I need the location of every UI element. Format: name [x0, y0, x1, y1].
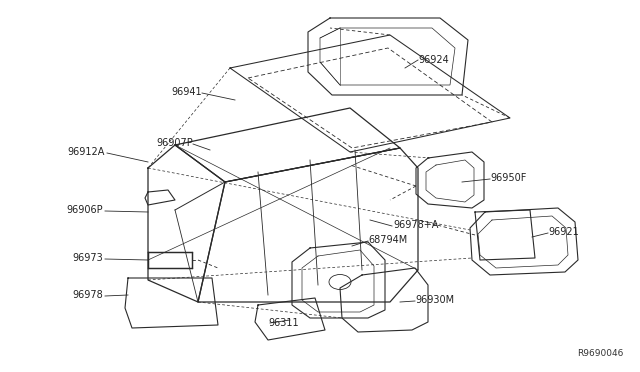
Text: 96907P: 96907P [156, 138, 193, 148]
Text: 96311: 96311 [268, 318, 299, 328]
Text: 96924: 96924 [418, 55, 449, 65]
Text: 96912A: 96912A [68, 147, 105, 157]
Text: 96978+A: 96978+A [393, 220, 438, 230]
Text: 96930M: 96930M [415, 295, 454, 305]
Text: 68794M: 68794M [368, 235, 407, 245]
Text: 96973: 96973 [72, 253, 103, 263]
Text: 96978: 96978 [72, 290, 103, 300]
Text: 96906P: 96906P [67, 205, 103, 215]
Text: 96941: 96941 [172, 87, 202, 97]
Text: R9690046: R9690046 [578, 349, 624, 358]
Text: 96921: 96921 [548, 227, 579, 237]
Text: 96950F: 96950F [490, 173, 526, 183]
